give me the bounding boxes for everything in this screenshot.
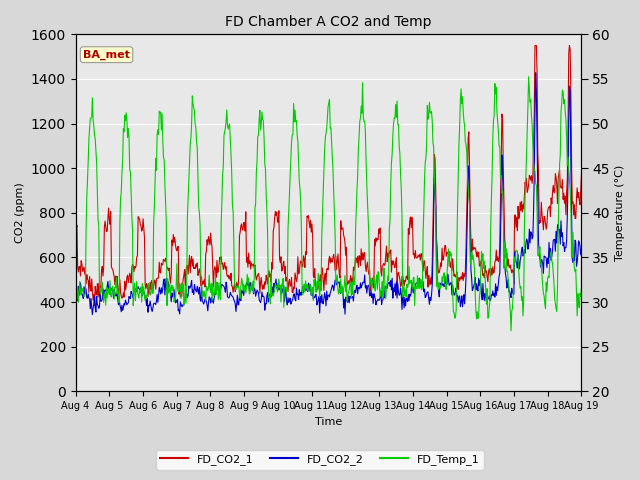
FD_CO2_2 bbox=[134, 286, 141, 291]
FD_CO2_2 bbox=[405, 298, 413, 304]
FD_Temp_1 bbox=[72, 310, 79, 315]
Title: FD Chamber A CO2 and Temp: FD Chamber A CO2 and Temp bbox=[225, 15, 432, 29]
Line: FD_CO2_1: FD_CO2_1 bbox=[76, 46, 581, 305]
FD_Temp_1 bbox=[390, 121, 397, 127]
FD_CO2_2 bbox=[390, 289, 398, 295]
FD_CO2_1 bbox=[185, 262, 193, 268]
FD_Temp_1 bbox=[133, 278, 141, 284]
FD_CO2_2 bbox=[577, 246, 585, 252]
FD_CO2_2 bbox=[212, 291, 220, 297]
Line: FD_Temp_1: FD_Temp_1 bbox=[76, 77, 581, 331]
FD_Temp_1 bbox=[81, 293, 88, 299]
FD_Temp_1 bbox=[577, 285, 585, 291]
Y-axis label: Temperature (°C): Temperature (°C) bbox=[615, 165, 625, 261]
FD_Temp_1 bbox=[404, 282, 412, 288]
FD_Temp_1 bbox=[525, 74, 532, 80]
FD_CO2_2 bbox=[88, 312, 96, 317]
Y-axis label: CO2 (ppm): CO2 (ppm) bbox=[15, 182, 25, 243]
FD_Temp_1 bbox=[508, 328, 515, 334]
FD_CO2_2 bbox=[72, 300, 79, 306]
Legend: FD_CO2_1, FD_CO2_2, FD_Temp_1: FD_CO2_1, FD_CO2_2, FD_Temp_1 bbox=[156, 450, 484, 469]
FD_CO2_1 bbox=[72, 216, 79, 222]
FD_CO2_1 bbox=[212, 266, 220, 272]
FD_Temp_1 bbox=[184, 196, 192, 202]
FD_CO2_1 bbox=[390, 263, 398, 269]
FD_CO2_1 bbox=[405, 231, 413, 237]
Line: FD_CO2_2: FD_CO2_2 bbox=[76, 73, 581, 314]
FD_CO2_2 bbox=[81, 291, 88, 297]
FD_CO2_1 bbox=[531, 43, 539, 48]
FD_CO2_1 bbox=[91, 302, 99, 308]
FD_CO2_1 bbox=[577, 172, 585, 178]
Text: BA_met: BA_met bbox=[83, 49, 130, 60]
X-axis label: Time: Time bbox=[315, 417, 342, 427]
FD_CO2_2 bbox=[532, 70, 540, 76]
FD_Temp_1 bbox=[211, 286, 219, 291]
FD_CO2_1 bbox=[81, 271, 88, 276]
FD_CO2_2 bbox=[185, 283, 193, 289]
FD_CO2_1 bbox=[134, 253, 141, 259]
